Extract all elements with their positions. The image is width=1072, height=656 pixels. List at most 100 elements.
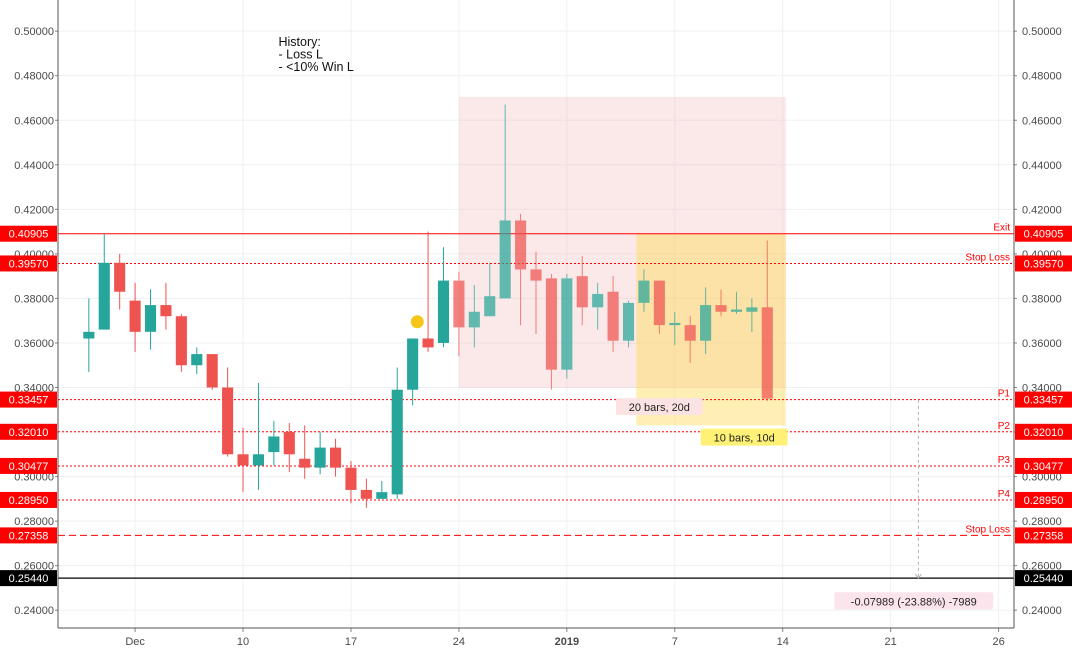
- signal-marker-dot: [410, 315, 424, 329]
- candle: [222, 367, 234, 457]
- candle-body: [730, 309, 743, 312]
- candle-body: [422, 338, 434, 348]
- price-tag-left-current: [0, 570, 57, 587]
- candle: [700, 287, 712, 355]
- y-tick-label-right: 0.24000: [1022, 605, 1062, 617]
- candle-body: [144, 305, 157, 332]
- x-tick-label: 26: [992, 636, 1004, 648]
- candle-body: [268, 436, 280, 453]
- price-line-name-stop1: Stop Loss: [966, 252, 1010, 263]
- candle: [730, 291, 743, 314]
- candle: [638, 269, 650, 312]
- x-tick-label: 21: [885, 636, 897, 648]
- price-tag-left-p2: [0, 423, 57, 440]
- candle-body: [607, 291, 619, 341]
- candle-body: [669, 322, 681, 326]
- range-label-range-10: 10 bars, 10d: [714, 433, 775, 445]
- candle: [345, 460, 357, 504]
- x-tick-label: 14: [777, 636, 789, 648]
- candle-body: [484, 296, 496, 317]
- price-tag-right-text-exit: 0.40905: [1024, 229, 1064, 241]
- y-tick-label-left: 0.28000: [14, 516, 54, 528]
- candle: [453, 271, 465, 357]
- candle: [268, 420, 280, 466]
- price-line-name-p1: P1: [998, 389, 1011, 400]
- candle-body: [530, 269, 542, 281]
- candle-body: [746, 307, 758, 312]
- price-tag-left-text-p3: 0.30477: [9, 461, 49, 473]
- price-tag-left-p3: [0, 457, 57, 474]
- measure-label-bg: [834, 592, 994, 610]
- candle-body: [129, 300, 141, 332]
- price-tag-left-text-current: 0.25440: [9, 573, 49, 585]
- y-tick-label-right: 0.28000: [1022, 516, 1062, 528]
- candle: [252, 383, 265, 490]
- candle-body: [175, 316, 187, 366]
- y-tick-label-left: 0.48000: [14, 71, 54, 83]
- x-tick-label: Dec: [125, 636, 145, 648]
- candle: [592, 282, 604, 330]
- candle: [576, 256, 588, 326]
- candle: [484, 262, 496, 317]
- candle-body: [700, 305, 712, 341]
- candle: [376, 481, 388, 499]
- price-tag-right-stop1: [1015, 255, 1072, 272]
- candle: [407, 338, 419, 406]
- y-tick-label-right: 0.44000: [1022, 160, 1062, 172]
- candle-body: [376, 492, 388, 499]
- candle-body: [499, 220, 511, 299]
- price-tag-left-text-p4: 0.28950: [9, 495, 49, 507]
- y-tick-label-right: 0.42000: [1022, 204, 1062, 216]
- price-line-name-p3: P3: [998, 455, 1011, 466]
- y-tick-label-left: 0.24000: [14, 605, 54, 617]
- range-boxes: [458, 96, 786, 426]
- y-tick-label-right: 0.38000: [1022, 293, 1062, 305]
- candle-body: [437, 280, 450, 343]
- price-tag-left-p4: [0, 491, 57, 508]
- y-tick-label-right: 0.30000: [1022, 472, 1062, 484]
- candle-body: [299, 458, 311, 468]
- candle: [653, 280, 665, 335]
- annotation-line: - Loss L: [278, 48, 323, 62]
- candle-body: [329, 447, 342, 468]
- price-tag-right-stop2: [1015, 527, 1072, 544]
- candle-body: [160, 305, 172, 317]
- price-tag-left-exit: [0, 225, 57, 242]
- x-tick-label: 24: [453, 636, 465, 648]
- measure-label: -0.07989 (-23.88%) -7989: [851, 596, 977, 608]
- candle: [669, 311, 681, 346]
- candle: [191, 347, 203, 375]
- candle-body: [653, 280, 665, 326]
- candle: [761, 240, 773, 401]
- measure-arrowhead: [915, 573, 922, 579]
- price-tag-right-p3: [1015, 457, 1072, 474]
- price-tag-right-text-p3: 0.30477: [1024, 461, 1064, 473]
- candle: [283, 423, 295, 473]
- candle: [622, 300, 635, 348]
- x-tick-label: 2019: [555, 636, 579, 648]
- candle: [746, 298, 758, 332]
- range-label-range-20: 20 bars, 20d: [629, 402, 690, 414]
- candle: [437, 247, 450, 348]
- price-tag-right-text-p1: 0.33457: [1024, 395, 1064, 407]
- price-line-name-p4: P4: [998, 489, 1011, 500]
- price-tag-right-p2: [1015, 423, 1072, 440]
- candle-body: [98, 262, 110, 330]
- candle-body: [83, 331, 95, 339]
- candles: [83, 104, 773, 508]
- candle-body: [407, 338, 419, 390]
- price-tag-right-p4: [1015, 491, 1072, 508]
- annotation-line: History:: [278, 35, 320, 49]
- y-tick-label-left: 0.26000: [14, 561, 54, 573]
- candle-body: [761, 307, 773, 399]
- y-tick-label-right: 0.50000: [1022, 26, 1062, 38]
- candle-body: [222, 387, 234, 455]
- candle: [144, 289, 157, 350]
- x-tick-label: 17: [345, 636, 357, 648]
- y-tick-label-left: 0.50000: [14, 26, 54, 38]
- candle-body: [114, 262, 126, 292]
- price-line-name-stop2: Stop Loss: [966, 524, 1010, 535]
